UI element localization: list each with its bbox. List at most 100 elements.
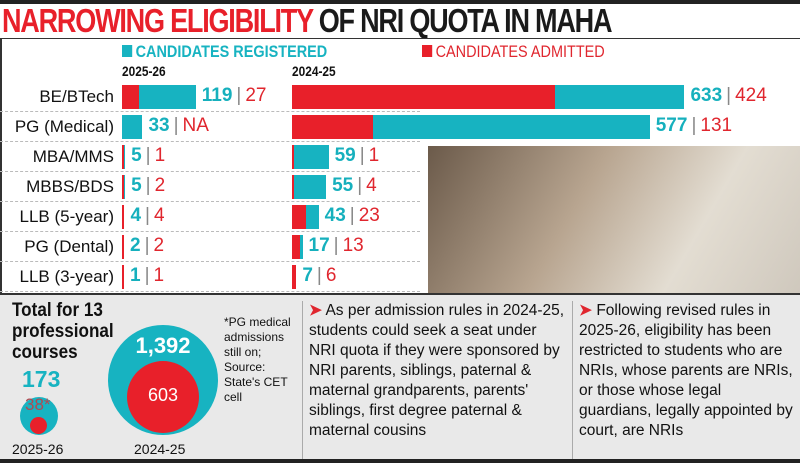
data-label: 55 | 4 xyxy=(332,175,377,196)
photo-students-checking-notice xyxy=(428,146,800,293)
bar-admitted xyxy=(122,175,124,199)
chart-row: PG (Medical) 33 | NA 577 | 131 xyxy=(0,112,732,142)
bar-admitted xyxy=(292,235,301,259)
bar-admitted xyxy=(292,205,307,229)
admitted-value: 27 xyxy=(245,85,267,106)
registered-value: 5 xyxy=(131,175,142,196)
data-label: 119 | 27 xyxy=(201,85,267,106)
bar-admitted xyxy=(292,175,295,199)
bar-admitted xyxy=(122,265,124,289)
legend-swatch xyxy=(422,45,433,57)
bar-registered xyxy=(122,115,143,139)
data-label: 43 | 23 xyxy=(324,205,380,226)
data-label: 2 | 2 xyxy=(130,235,165,256)
footnote-source: *PG medical admissions still on; Source:… xyxy=(224,315,291,404)
panel-year: 2025-26 xyxy=(122,63,166,79)
year-label: 2025-26 xyxy=(12,441,64,457)
admitted-value: 131 xyxy=(700,115,733,136)
category-label: MBA/MMS xyxy=(32,147,114,166)
registered-value: 633 xyxy=(690,85,723,106)
admitted-value: 2 xyxy=(154,175,166,196)
bar-admitted xyxy=(122,235,124,259)
admitted-value: 1 xyxy=(154,145,166,166)
registered-value: 17 xyxy=(308,235,330,256)
admitted-value: 1 xyxy=(368,145,380,166)
legend-label: CANDIDATES REGISTERED xyxy=(135,42,328,61)
chart-row: BE/BTech 119 | 27 633 | 424 xyxy=(0,82,767,112)
category-label: MBBS/BDS xyxy=(26,177,114,196)
data-label: 33 | NA xyxy=(148,115,209,136)
registered-value: 1 xyxy=(130,265,141,286)
total-registered-2024: 1,392 xyxy=(135,333,191,358)
totals-heading: Total for 13 professional courses xyxy=(12,300,114,363)
rules-text: Following revised rules in 2025-26, elig… xyxy=(579,302,793,439)
admitted-value: NA xyxy=(182,115,209,136)
data-label: 577 | 131 xyxy=(655,115,733,136)
total-registered-2025: 173 xyxy=(22,366,61,392)
admitted-value: 1 xyxy=(153,265,165,286)
data-label: 1 | 1 xyxy=(130,265,165,286)
admitted-value: 4 xyxy=(153,205,165,226)
bar-registered xyxy=(292,145,329,169)
registered-value: 55 xyxy=(332,175,354,196)
bar-registered xyxy=(292,175,327,199)
admitted-value: 23 xyxy=(358,205,380,226)
circle-admitted-2024 xyxy=(127,361,199,433)
registered-value: 59 xyxy=(334,145,356,166)
bar-admitted xyxy=(292,85,555,109)
bar-admitted xyxy=(292,115,374,139)
category-label: BE/BTech xyxy=(39,87,114,106)
data-label: 5 | 2 xyxy=(131,175,166,196)
arrow-icon: ➤ xyxy=(309,302,322,319)
category-label: PG (Dental) xyxy=(24,237,114,256)
category-label: LLB (5-year) xyxy=(19,207,114,226)
bottom-rule xyxy=(0,459,800,463)
rules-2025-26: ➤ Following revised rules in 2025-26, el… xyxy=(572,301,800,461)
bar-admitted xyxy=(292,265,296,289)
admitted-value: 424 xyxy=(735,85,767,106)
chart-row: LLB (5-year) 4 | 4 43 | 23 xyxy=(0,202,420,232)
rules-2024-25: ➤ As per admission rules in 2024-25, stu… xyxy=(302,301,572,461)
legend-registered: CANDIDATES REGISTERED xyxy=(122,42,327,62)
chart-panel xyxy=(0,38,800,293)
registered-value: 43 xyxy=(324,205,346,226)
year-label: 2024-25 xyxy=(134,441,186,457)
admitted-value: 13 xyxy=(342,235,364,256)
bar-admitted xyxy=(122,205,125,229)
rules-text: As per admission rules in 2024-25, stude… xyxy=(309,302,565,439)
legend-admitted: CANDIDATES ADMITTED xyxy=(422,42,605,62)
registered-value: 5 xyxy=(131,145,142,166)
chart-row: LLB (3-year) 1 | 1 7 | 6 xyxy=(0,262,420,292)
data-label: 7 | 6 xyxy=(302,265,337,286)
arrow-icon: ➤ xyxy=(579,302,592,319)
bar-admitted xyxy=(122,85,139,109)
bar-admitted xyxy=(122,145,124,169)
registered-value: 2 xyxy=(130,235,141,256)
chart-row: PG (Dental) 2 | 2 17 | 13 xyxy=(0,232,420,262)
category-label: PG (Medical) xyxy=(14,117,114,136)
registered-value: 119 xyxy=(201,85,233,106)
data-label: 5 | 1 xyxy=(131,145,166,166)
registered-value: 4 xyxy=(130,205,142,226)
admitted-value: 2 xyxy=(153,235,165,256)
data-label: 633 | 424 xyxy=(690,85,767,106)
legend-label: CANDIDATES ADMITTED xyxy=(435,42,605,61)
top-rule xyxy=(0,0,800,4)
headline-red: NARROWING ELIGIBILITY xyxy=(2,2,314,39)
registered-value: 577 xyxy=(655,115,688,136)
total-admitted-2024: 603 xyxy=(147,385,179,405)
bar-admitted xyxy=(292,145,294,169)
data-label: 17 | 13 xyxy=(308,235,364,256)
headline: NARROWING ELIGIBILITY OF NRI QUOTA IN MA… xyxy=(2,2,613,39)
legend-swatch xyxy=(122,45,133,57)
data-label: 59 | 1 xyxy=(334,145,380,166)
chart-row: MBBS/BDS 5 | 2 55 | 4 xyxy=(0,172,420,202)
registered-value: 7 xyxy=(302,265,313,286)
totals-panel: Total for 13 professional courses 173 38… xyxy=(0,293,800,463)
registered-value: 33 xyxy=(148,115,170,136)
total-admitted-2025: 38* xyxy=(25,395,51,414)
headline-black: OF NRI QUOTA IN MAHA xyxy=(318,2,613,39)
chart-row: MBA/MMS 5 | 1 59 | 1 xyxy=(0,142,420,172)
admitted-value: 6 xyxy=(325,265,337,286)
data-label: 4 | 4 xyxy=(130,205,165,226)
